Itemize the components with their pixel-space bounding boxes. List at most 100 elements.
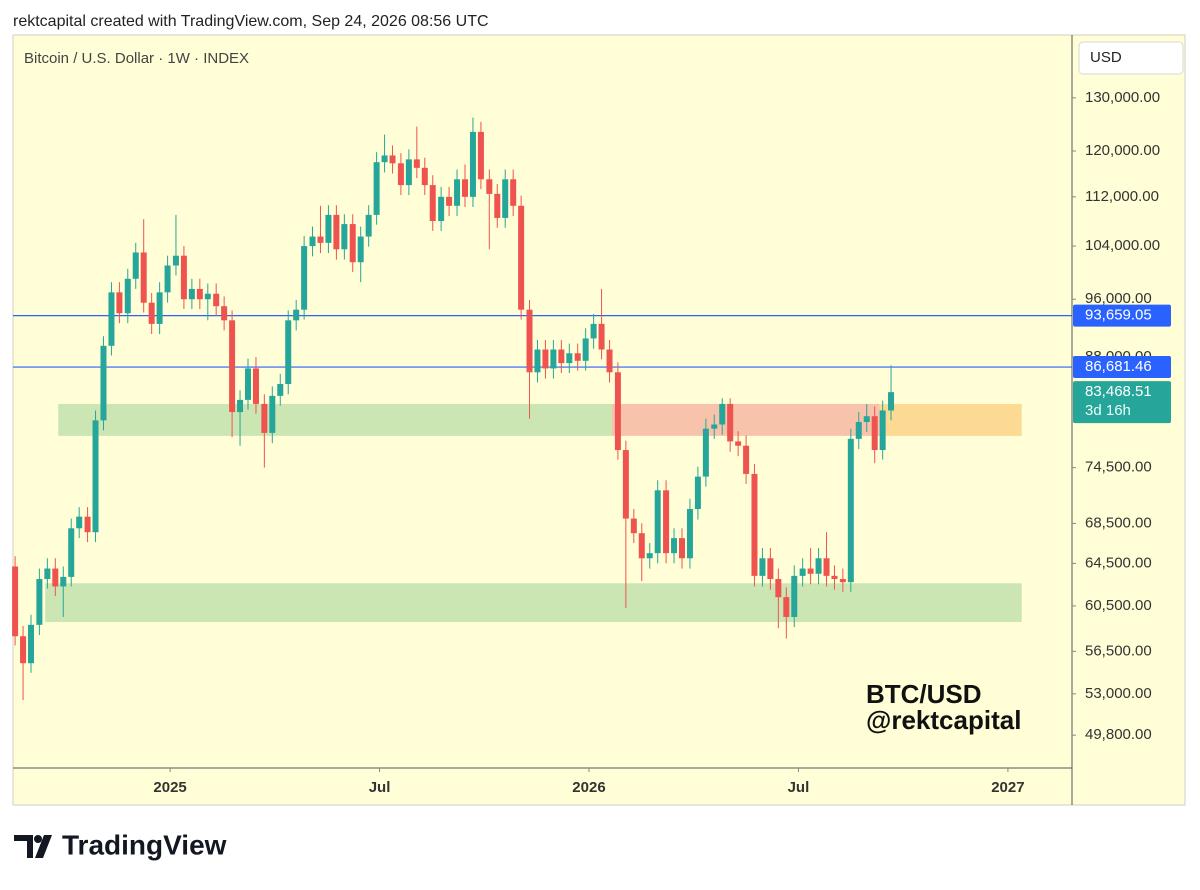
candle-body: [156, 292, 163, 324]
candle-body: [783, 597, 790, 617]
y-tick-label: 130,000.00: [1085, 89, 1160, 106]
y-tick-label: 120,000.00: [1085, 142, 1160, 159]
candle-body: [871, 416, 878, 451]
candle-body: [638, 533, 645, 559]
candle-body: [888, 392, 895, 411]
candle-body: [831, 575, 838, 580]
candle-body: [221, 306, 228, 321]
candle-body: [566, 353, 573, 364]
candle-body: [140, 252, 147, 303]
candles: [12, 117, 895, 701]
chart-title: Bitcoin / U.S. Dollar · 1W · INDEX: [24, 50, 249, 67]
candle-body: [550, 349, 557, 369]
candle-body: [807, 568, 814, 574]
candle-body: [333, 214, 340, 250]
candle-body: [237, 399, 244, 413]
logo-mark: [34, 835, 42, 843]
last-price-label: 83,468.51: [1085, 383, 1152, 400]
x-tick-label: 2026: [572, 779, 605, 796]
candle-body: [349, 224, 356, 263]
candle-body: [116, 292, 123, 314]
candle-body: [148, 302, 155, 324]
price-line-label: 93,659.05: [1085, 307, 1152, 324]
candle-body: [477, 131, 484, 180]
candle-body: [614, 372, 621, 451]
candle-body: [518, 205, 525, 310]
zone: [612, 403, 880, 436]
candle-body: [397, 163, 404, 186]
last-price-box: [1073, 381, 1171, 424]
candle-body: [847, 438, 854, 583]
candle-body: [124, 278, 131, 314]
candle-body: [542, 349, 549, 369]
candle-body: [469, 131, 476, 197]
candle-body: [711, 424, 718, 429]
candle-body: [574, 353, 581, 361]
candle-body: [277, 383, 284, 396]
axes: 130,000.00 120,000.00 112,000.00 104,000.00…: [153, 89, 1171, 796]
candle-body: [702, 428, 709, 477]
candle-body: [791, 575, 798, 617]
candle-body: [534, 349, 541, 373]
candle-body: [694, 476, 701, 510]
candle-body: [879, 410, 886, 451]
candle-body: [261, 403, 268, 433]
candle-body: [622, 450, 629, 519]
footer-logo: TradingView: [14, 829, 227, 860]
candle-body: [606, 349, 613, 373]
candle-body: [799, 568, 806, 576]
logo-mark: [35, 835, 52, 858]
price-line-label: 86,681.46: [1085, 358, 1152, 375]
countdown-label: 3d 16h: [1085, 402, 1131, 419]
footer-text: TradingView: [62, 829, 227, 860]
y-tick-label: 53,000.00: [1085, 685, 1152, 702]
candle-body: [727, 403, 734, 442]
candle-body: [759, 558, 766, 576]
candle-body: [743, 445, 750, 474]
candle-body: [301, 246, 308, 310]
candle-body: [510, 179, 517, 206]
candle-body: [381, 155, 388, 163]
candle-body: [245, 368, 252, 400]
candle-body: [188, 288, 195, 300]
candle-body: [767, 558, 774, 580]
y-tick-label: 60,500.00: [1085, 597, 1152, 614]
annotation: @rektcapital: [866, 705, 1021, 735]
candle-body: [76, 516, 83, 529]
candle-body: [405, 159, 412, 186]
candle-body: [446, 196, 453, 206]
candle-body: [68, 528, 75, 577]
candle-body: [671, 538, 678, 554]
candle-body: [132, 252, 139, 279]
candle-body: [357, 236, 364, 263]
candle-body: [213, 293, 220, 307]
candle-body: [815, 558, 822, 574]
candle-body: [598, 323, 605, 350]
x-tick-label: Jul: [369, 779, 391, 796]
currency-box: [1078, 41, 1184, 75]
candle-body: [454, 179, 461, 206]
candle-body: [630, 518, 637, 534]
y-tick-label: 56,500.00: [1085, 642, 1152, 659]
candle-body: [486, 179, 493, 194]
zone: [58, 403, 613, 436]
candle-body: [775, 579, 782, 598]
candle-body: [582, 338, 589, 361]
candle-body: [269, 395, 276, 433]
y-tick-label: 112,000.00: [1085, 188, 1159, 205]
candle-body: [164, 265, 171, 293]
candle-body: [196, 288, 203, 300]
candle-body: [12, 566, 19, 637]
candle-body: [108, 292, 115, 346]
candle-body: [84, 516, 91, 533]
candle-body: [526, 309, 533, 373]
candle-body: [719, 403, 726, 425]
x-tick-label: 2027: [991, 779, 1024, 796]
candle-body: [855, 421, 862, 439]
x-tick-label: Jul: [788, 779, 810, 796]
candle-body: [172, 255, 179, 266]
price-line-label-box: [1073, 304, 1171, 327]
candle-body: [92, 420, 99, 533]
